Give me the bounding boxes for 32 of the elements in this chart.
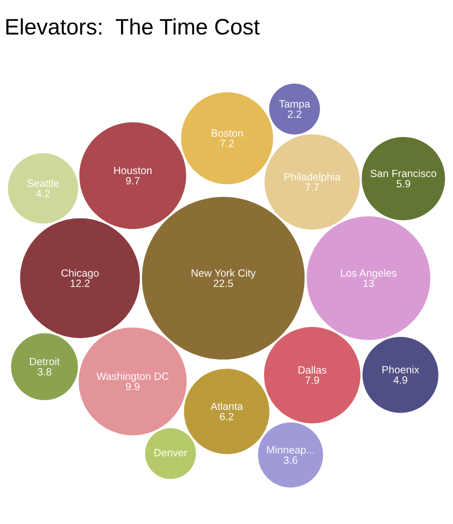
- data-label: 3.6: [284, 456, 298, 464]
- category-label: Minneap...: [267, 446, 314, 456]
- category-label: Boston: [212, 130, 243, 137]
- data-label: 4.9: [393, 376, 408, 384]
- category-label: Houston: [114, 166, 152, 174]
- category-label: Chicago: [61, 269, 99, 279]
- category-label: Atlanta: [210, 402, 243, 410]
- data-label: 13: [363, 280, 374, 287]
- data-label: 4.2: [36, 190, 50, 198]
- data-label: 6.2: [220, 412, 234, 420]
- data-label: 9.7: [126, 177, 140, 184]
- data-label: 7.2: [220, 140, 234, 147]
- category-label: Los Angeles: [340, 269, 396, 279]
- category-label: Seattle: [27, 179, 59, 187]
- data-label: 22.5: [214, 280, 233, 287]
- text: Elevators: The Time Cost: [6, 18, 260, 35]
- category-label: New York City: [192, 269, 256, 279]
- data-label: 5.9: [396, 180, 410, 188]
- category-label: Dallas: [298, 366, 326, 374]
- category-label: Denver: [154, 449, 188, 456]
- data-label: 12.2: [70, 280, 90, 287]
- category-label: San Francisco: [370, 169, 436, 178]
- category-label: Phoenix: [382, 366, 420, 374]
- data-label: 7.7: [305, 184, 319, 191]
- category-label: Washington DC: [96, 372, 169, 382]
- data-label: 3.8: [38, 368, 52, 376]
- category-label: Philadelphia: [284, 172, 341, 183]
- data-label: 9.9: [126, 382, 140, 390]
- data-label: 2.2: [288, 110, 302, 118]
- category-label: Detroit: [30, 358, 60, 366]
- category-label: Tampa: [279, 100, 310, 110]
- data-label: 7.9: [306, 376, 320, 384]
